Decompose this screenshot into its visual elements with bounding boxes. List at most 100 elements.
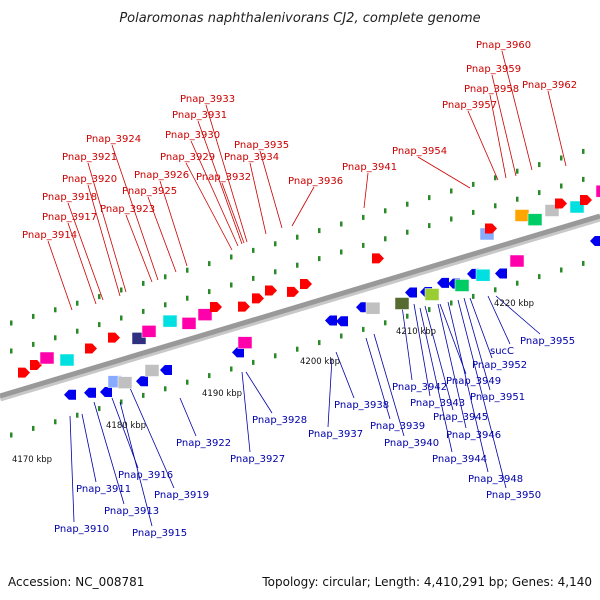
leader-line-forward (47, 240, 73, 311)
grid-tick-mark (538, 274, 541, 280)
gene-feature-box (424, 288, 440, 301)
grid-tick-mark (428, 223, 431, 229)
leader-line-forward (125, 214, 153, 283)
gene-labels: Pnap_3914 Pnap_3917 Pnap_3918 Pnap_3920 Pnap… (22, 40, 577, 539)
grid-tick-mark (494, 203, 497, 209)
gene-feature-box (509, 254, 525, 268)
gene-label-reverse: Pnap_3938 (334, 400, 389, 411)
leader-line-forward (87, 162, 127, 293)
leader-line-reverse (245, 371, 273, 414)
gene-feature-box (162, 314, 178, 328)
gene-feature-box (39, 351, 55, 365)
gene-feature-box (475, 268, 491, 282)
grid-tick-mark (428, 307, 431, 313)
grid-tick-mark (274, 353, 277, 359)
grid-tick-mark (340, 221, 343, 227)
grid-tick-mark (186, 379, 189, 385)
leader-line-forward (190, 140, 239, 247)
gene-label-forward: Pnap_3920 (62, 174, 117, 185)
grid-tick-mark (340, 333, 343, 339)
reverse-gene-arrow (136, 376, 148, 387)
forward-gene-arrow (30, 360, 42, 370)
gene-label-forward: Pnap_3925 (122, 186, 177, 197)
grid-tick-mark (560, 155, 563, 161)
reverse-gene-arrow (64, 389, 76, 400)
grid-tick-mark (10, 432, 13, 438)
forward-gene-arrow (555, 198, 567, 209)
reverse-gene-arrow (437, 277, 449, 288)
gene-label-forward: Pnap_3914 (22, 230, 77, 241)
gene-label-forward: Pnap_3954 (392, 146, 447, 157)
forward-gene-arrow (252, 293, 264, 304)
scale-tick-label: 4180 kbp (106, 421, 146, 431)
gene-label-reverse: Pnap_3913 (104, 506, 159, 517)
gene-feature-box (454, 279, 470, 292)
gene-label-forward: Pnap_3926 (134, 170, 189, 181)
leader-line-reverse (457, 299, 507, 489)
reverse-gene-arrow (336, 316, 348, 327)
leader-line-reverse (81, 413, 97, 483)
map-title: Polaromonas naphthalenivorans CJ2, compl… (119, 11, 480, 26)
grid-tick-mark (120, 287, 123, 293)
grid-tick-mark (472, 181, 475, 187)
gene-label-reverse: Pnap_3943 (410, 398, 465, 409)
grid-tick-mark (450, 300, 453, 306)
leader-line-reverse (129, 387, 175, 489)
forward-gene-arrow (85, 343, 97, 354)
grid-tick-mark (560, 183, 563, 189)
grid-tick-mark (32, 313, 35, 319)
gene-label-forward: Pnap_3917 (42, 212, 97, 223)
gene-label-reverse: Pnap_3916 (118, 470, 173, 481)
grid-tick-mark (362, 326, 365, 332)
leader-line-forward (491, 74, 517, 177)
gene-feature-box (117, 376, 133, 389)
leader-line-forward (87, 184, 121, 297)
grid-tick-mark (362, 214, 365, 220)
leader-line-reverse (241, 371, 251, 453)
grid-tick-mark (428, 195, 431, 201)
grid-tick-mark (582, 260, 585, 266)
leader-lines (47, 50, 567, 527)
leader-line-forward (67, 222, 97, 305)
leader-line-forward (159, 180, 188, 267)
reverse-gene-arrow (405, 287, 417, 298)
leader-line-reverse (447, 301, 489, 473)
gene-label-forward: Pnap_3934 (224, 152, 279, 163)
gene-label-reverse: Pnap_3927 (230, 454, 285, 465)
gene-feature-box (59, 353, 75, 367)
leader-line-reverse (119, 401, 153, 527)
grid-tick-mark (472, 209, 475, 215)
leader-line-forward (197, 120, 243, 245)
grid-tick-mark (494, 287, 497, 293)
forward-gene-arrow (287, 286, 299, 297)
reverse-gene-arrow (160, 365, 172, 375)
gene-label-forward: Pnap_3923 (100, 204, 155, 215)
leader-line-reverse (419, 307, 453, 453)
gene-label-forward: Pnap_3959 (466, 64, 521, 75)
grid-tick-mark (10, 348, 13, 354)
forward-gene-arrow (265, 285, 277, 296)
gene-feature-box (365, 301, 381, 315)
grid-tick-mark (230, 366, 233, 372)
gene-label-reverse: Pnap_3945 (433, 412, 488, 423)
grid-tick-mark (538, 190, 541, 196)
grid-tick-mark (296, 262, 299, 268)
gene-label-reverse: Pnap_3948 (468, 474, 523, 485)
grid-tick-mark (142, 308, 145, 314)
gene-label-forward: Pnap_3960 (476, 40, 531, 51)
grid-tick-mark (450, 216, 453, 222)
grid-tick-mark (450, 188, 453, 194)
grid-tick-mark (318, 340, 321, 346)
grid-tick-mark (516, 280, 519, 286)
leader-line-forward (111, 144, 159, 281)
grid-tick-mark (208, 373, 211, 379)
grid-tick-mark (406, 313, 409, 319)
gene-feature-box (144, 364, 160, 377)
gene-label-reverse: Pnap_3939 (370, 421, 425, 432)
leader-line-reverse (495, 295, 541, 335)
leader-line-reverse (437, 303, 467, 429)
scale-tick-label: 4200 kbp (300, 357, 340, 367)
grid-tick-mark (582, 148, 585, 154)
leader-line-forward (249, 162, 267, 235)
gene-feature-box (141, 325, 157, 338)
